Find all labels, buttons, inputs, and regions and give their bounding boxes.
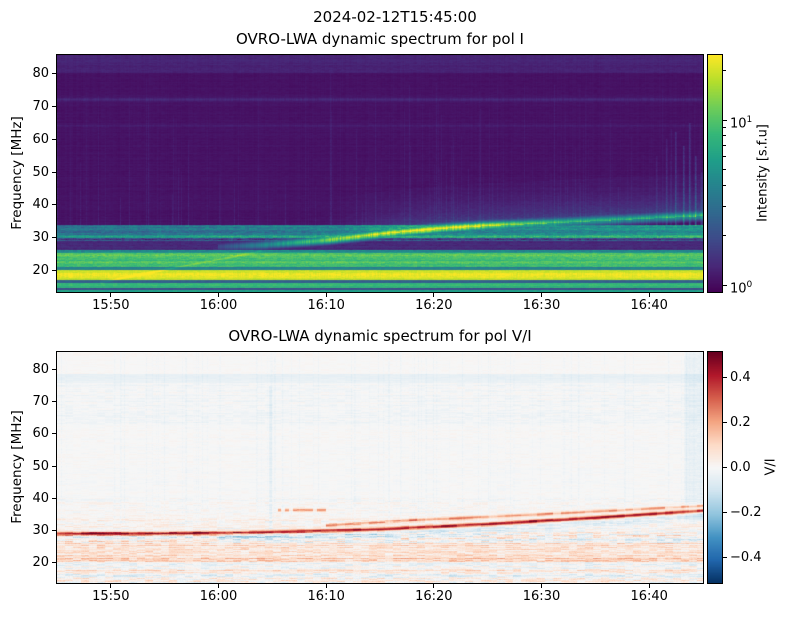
figure-suptitle: 2024-02-12T15:45:00 (313, 8, 477, 26)
x-tick-mark (325, 293, 327, 297)
y-tick-label: 50 (32, 458, 49, 474)
colorbar-tick-label: −0.4 (730, 550, 762, 566)
y-tick-label: 70 (32, 98, 49, 114)
pol-vi-spectrogram (57, 352, 703, 583)
x-tick-label: 16:40 (630, 589, 668, 604)
colorbar-tick-mark (723, 467, 727, 468)
x-tick-label: 16:30 (522, 589, 561, 604)
x-tick-label: 16:10 (307, 589, 345, 604)
pol-i-plot-frame (56, 54, 704, 293)
colorbar-minor-tick-mark (723, 234, 726, 236)
vi-colorbar-label: V/I (763, 458, 779, 476)
y-tick-label: 20 (32, 263, 49, 279)
y-tick-mark (52, 529, 56, 531)
y-tick-label: 80 (32, 362, 49, 378)
x-tick-label: 15:50 (92, 589, 130, 604)
pol-vi-title: OVRO-LWA dynamic spectrum for pol V/I (228, 327, 532, 345)
colorbar-minor-tick-mark (723, 185, 726, 187)
x-tick-label: 16:20 (415, 298, 453, 313)
colorbar-minor-tick-mark (723, 127, 726, 129)
y-tick-label: 40 (32, 197, 49, 213)
x-tick-mark (541, 584, 542, 588)
colorbar-tick-mark (723, 512, 727, 514)
colorbar-minor-tick-mark (723, 135, 726, 137)
y-tick-label: 30 (32, 230, 49, 246)
y-tick-mark (52, 465, 56, 467)
colorbar-tick-label: 101 (730, 115, 753, 132)
colorbar-tick-mark (723, 119, 727, 121)
intensity-colorbar (708, 55, 722, 292)
x-tick-label: 15:50 (92, 298, 130, 313)
intensity-colorbar-label: Intensity [s.f.u] (755, 124, 771, 222)
x-tick-label: 16:40 (630, 298, 668, 313)
y-tick-mark (52, 204, 56, 206)
y-tick-mark (52, 369, 56, 371)
x-tick-mark (325, 584, 327, 588)
y-tick-mark (52, 237, 56, 239)
y-tick-label: 20 (32, 554, 49, 570)
colorbar-tick-label: −0.2 (730, 505, 762, 521)
vi-colorbar (708, 352, 722, 583)
y-tick-mark (52, 561, 56, 563)
y-tick-mark (52, 497, 56, 499)
x-tick-mark (433, 584, 435, 588)
x-tick-label: 16:00 (199, 298, 238, 313)
colorbar-tick-mark (723, 376, 727, 378)
y-tick-label: 80 (32, 65, 49, 81)
y-tick-label: 60 (32, 426, 49, 442)
pol-i-title: OVRO-LWA dynamic spectrum for pol I (236, 30, 524, 48)
y-tick-label: 30 (32, 522, 49, 538)
pol-i-spectrogram (57, 55, 703, 292)
y-tick-mark (52, 138, 56, 140)
y-tick-label: 40 (32, 490, 49, 506)
colorbar-tick-label: 0.4 (730, 369, 751, 385)
x-tick-mark (218, 293, 219, 297)
pol-vi-plot-frame (56, 351, 704, 584)
y-tick-mark (52, 433, 56, 435)
x-tick-label: 16:00 (199, 589, 238, 604)
colorbar-tick-label: 0.2 (730, 414, 751, 430)
colorbar-tick-mark (723, 557, 727, 559)
y-tick-label: 50 (32, 164, 49, 180)
y-tick-mark (52, 105, 56, 107)
y-tick-mark (52, 270, 56, 272)
x-tick-mark (110, 293, 112, 297)
y-tick-mark (52, 401, 56, 403)
colorbar-tick-mark (723, 284, 727, 286)
y-tick-mark (52, 72, 56, 74)
colorbar-tick-label: 0.0 (730, 460, 751, 475)
colorbar-minor-tick-mark (723, 169, 726, 171)
colorbar-tick-label: 100 (730, 280, 753, 297)
colorbar-minor-tick-mark (723, 145, 726, 147)
y-tick-mark (52, 171, 56, 173)
x-tick-mark (110, 584, 112, 588)
x-tick-mark (218, 584, 219, 588)
intensity-colorbar-frame (707, 54, 723, 293)
colorbar-minor-tick-mark (723, 69, 726, 71)
x-tick-mark (648, 293, 650, 297)
x-tick-label: 16:10 (307, 298, 345, 313)
colorbar-minor-tick-mark (723, 156, 726, 158)
x-tick-mark (648, 584, 650, 588)
x-tick-mark (433, 293, 435, 297)
y-tick-label: 70 (32, 394, 49, 410)
x-tick-mark (541, 293, 542, 297)
colorbar-tick-mark (723, 421, 727, 423)
x-tick-label: 16:30 (522, 298, 561, 313)
x-tick-label: 16:20 (415, 589, 453, 604)
colorbar-minor-tick-mark (723, 205, 726, 207)
vi-colorbar-frame (707, 351, 723, 584)
y-tick-label: 60 (32, 131, 49, 147)
